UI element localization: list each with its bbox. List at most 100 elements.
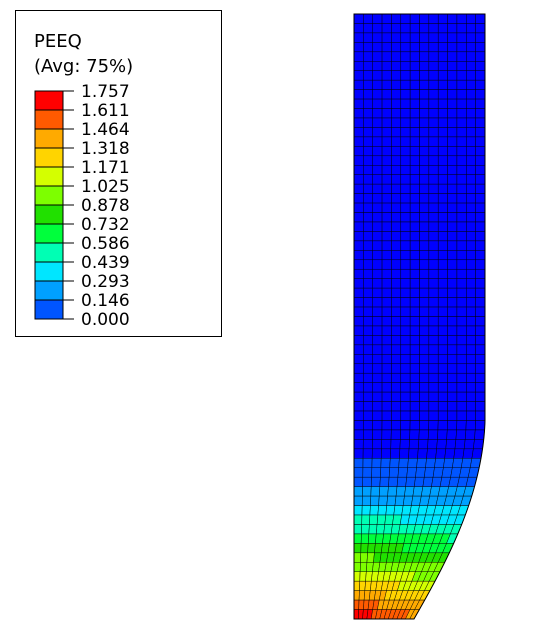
mesh-element	[381, 127, 392, 138]
mesh-element	[400, 344, 411, 355]
mesh-element	[381, 259, 392, 270]
mesh-element	[437, 278, 448, 289]
mesh-element	[372, 325, 383, 336]
mesh-element	[428, 372, 439, 383]
mesh-element	[381, 202, 392, 213]
mesh-element	[456, 372, 467, 383]
mesh-element	[353, 240, 364, 251]
mesh-element	[437, 136, 448, 147]
mesh-element	[367, 533, 377, 544]
mesh-element	[370, 476, 381, 487]
mesh-element	[363, 278, 373, 289]
mesh-element	[475, 183, 486, 194]
mesh-element	[437, 420, 448, 431]
mesh-element	[466, 297, 476, 308]
mesh-element	[353, 42, 364, 53]
mesh-element	[381, 79, 392, 90]
mesh-element	[363, 23, 373, 34]
mesh-element	[466, 13, 476, 24]
mesh-element	[447, 231, 458, 242]
mesh-element	[409, 193, 420, 204]
mesh-element	[447, 278, 458, 289]
mesh-element	[372, 344, 383, 355]
mesh-element	[381, 70, 392, 81]
mesh-element	[353, 269, 364, 279]
mesh-element	[409, 316, 420, 327]
mesh-element	[391, 98, 402, 109]
mesh-element	[466, 410, 476, 421]
mesh-element	[381, 117, 392, 128]
mesh-element	[391, 117, 402, 128]
mesh-element	[419, 51, 430, 62]
mesh-element	[353, 571, 361, 582]
legend-color-band	[34, 204, 64, 225]
mesh-element	[391, 325, 402, 336]
mesh-element	[409, 136, 420, 147]
mesh-element	[363, 155, 373, 166]
mesh-element	[361, 495, 372, 506]
mesh-element	[363, 325, 373, 336]
mesh-element	[437, 146, 448, 157]
mesh-element	[381, 335, 392, 346]
mesh-element	[408, 448, 419, 459]
mesh-element	[381, 146, 392, 157]
mesh-element	[428, 401, 439, 412]
mesh-element	[466, 165, 476, 175]
mesh-element	[447, 325, 458, 336]
mesh-element	[391, 193, 402, 204]
mesh-element	[381, 193, 392, 204]
mesh-element	[466, 306, 476, 317]
mesh-element	[400, 183, 411, 194]
mesh-element	[381, 32, 392, 43]
mesh-element	[363, 372, 373, 383]
mesh-element	[466, 335, 476, 346]
mesh-element	[391, 174, 402, 185]
mesh-element	[437, 174, 448, 185]
mesh-element	[353, 297, 364, 308]
mesh-element	[381, 155, 392, 166]
mesh-element	[437, 401, 448, 412]
mesh-element	[363, 297, 373, 308]
mesh-element	[409, 165, 420, 175]
mesh-element	[381, 278, 392, 289]
mesh-element	[406, 467, 417, 478]
legend-level-label: 0.586	[81, 234, 130, 254]
mesh-element	[381, 391, 392, 402]
mesh-element	[413, 476, 425, 487]
mesh-element	[409, 410, 420, 421]
mesh-element	[428, 202, 439, 213]
mesh-element	[391, 240, 402, 251]
legend-level-label: 1.171	[81, 158, 130, 178]
mesh-element	[428, 183, 439, 194]
mesh-element	[381, 136, 392, 147]
mesh-element	[391, 108, 402, 119]
mesh-element	[391, 61, 402, 71]
mesh-element	[404, 486, 415, 497]
mesh-element	[381, 316, 392, 327]
mesh-element	[381, 42, 392, 53]
mesh-element	[363, 221, 373, 232]
mesh-element	[378, 486, 389, 497]
mesh-element	[466, 372, 476, 383]
mesh-element	[400, 325, 411, 336]
mesh-element	[447, 13, 458, 24]
mesh-element	[391, 335, 402, 346]
mesh-element	[466, 146, 476, 157]
mesh-element	[428, 212, 439, 223]
mesh-element	[475, 240, 486, 251]
mesh-element	[456, 146, 467, 157]
mesh-element	[466, 193, 476, 204]
mesh-element	[363, 174, 373, 185]
mesh-element	[456, 391, 467, 402]
mesh-element	[475, 155, 486, 166]
legend-color-band	[34, 223, 64, 244]
mesh-element	[428, 240, 439, 251]
mesh-element	[456, 13, 467, 24]
mesh-element	[428, 108, 439, 119]
mesh-element	[419, 183, 430, 194]
mesh-element	[447, 79, 458, 90]
mesh-element	[419, 98, 430, 109]
mesh-element	[415, 467, 426, 478]
mesh-element	[363, 146, 373, 157]
mesh-element	[466, 316, 476, 327]
